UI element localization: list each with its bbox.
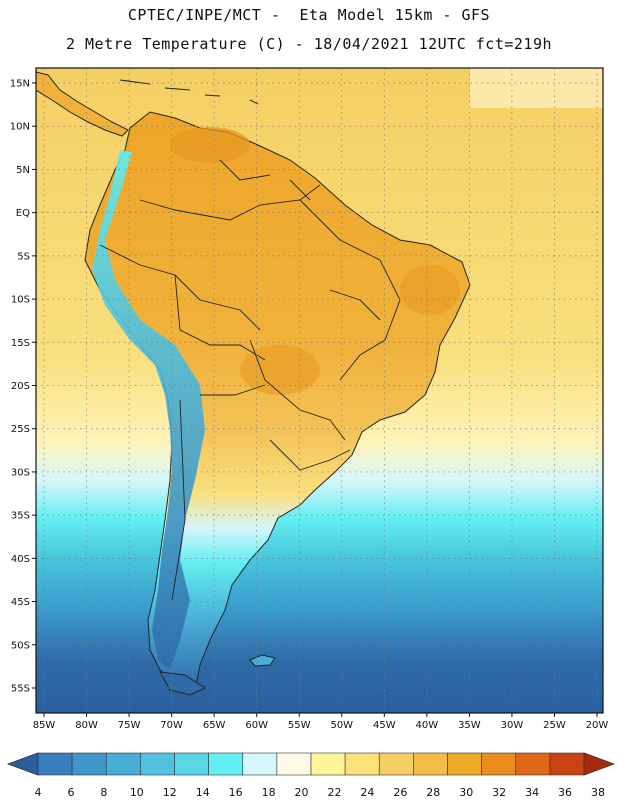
colorbar-box [242, 752, 278, 776]
lat-label: 55S [11, 684, 30, 695]
lat-label: EQ [16, 208, 30, 219]
colorbar-label: 22 [327, 786, 341, 799]
country-borders [99, 159, 401, 601]
colorbar-label: 24 [360, 786, 374, 799]
lon-label: 50W [330, 720, 353, 731]
lat-label: 15N [10, 79, 30, 90]
colorbar-label: 14 [196, 786, 210, 799]
colorbar-box [37, 752, 73, 776]
map-area [36, 68, 603, 713]
colorbar-arrow-low [6, 752, 39, 776]
lat-label: 5S [17, 251, 30, 262]
colorbar-label: 36 [558, 786, 572, 799]
colorbar-box [140, 752, 175, 776]
lon-label: 85W [33, 720, 56, 731]
map-subtitle: 2 Metre Temperature (C) - 18/04/2021 12U… [65, 35, 553, 53]
lon-label: 70W [160, 720, 183, 731]
colorbar-label: 26 [393, 786, 407, 799]
lat-label: 45S [11, 597, 30, 608]
lon-label: 30W [501, 720, 524, 731]
venezuela-hot-spot [170, 127, 250, 163]
colorbar-box [413, 752, 448, 776]
central-america-landmass [36, 71, 129, 137]
lon-label: 65W [203, 720, 226, 731]
colorbar-box [378, 752, 414, 776]
lon-label: 20W [586, 720, 609, 731]
lat-label: 20S [11, 381, 30, 392]
colorbar-box [447, 752, 482, 776]
colorbar-box [208, 752, 244, 776]
lon-label: 35W [458, 720, 481, 731]
colorbar: 4 6 8 10 12 14 16 18 20 22 24 26 28 30 32 34 36 38 [6, 752, 616, 799]
colorbar-label: 34 [525, 786, 539, 799]
colorbar-label: 8 [100, 786, 107, 799]
colorbar-arrow-high [583, 752, 616, 776]
lat-label: 10N [10, 122, 30, 133]
lat-label: 10S [11, 295, 30, 306]
falklands [249, 654, 276, 667]
caribbean-islands [119, 79, 259, 105]
colorbar-box [310, 752, 346, 776]
colorbar-label: 6 [67, 786, 74, 799]
lat-label: 15S [11, 338, 30, 349]
colorbar-label: 4 [35, 786, 42, 799]
lon-label: 55W [288, 720, 311, 731]
lon-label: 75W [118, 720, 141, 731]
northeast-brazil-hot-spot [400, 265, 460, 315]
colorbar-box [481, 752, 517, 776]
lat-label: 40S [11, 554, 30, 565]
longitude-labels: 85W 80W 75W 70W 65W 60W 55W 50W 45W 40W 35W 30W 25W 2… [33, 713, 609, 731]
colorbar-label: 10 [130, 786, 144, 799]
lat-label: 50S [11, 640, 30, 651]
map-frame [35, 67, 604, 714]
gridlines [36, 68, 603, 713]
tierra-del-fuego [159, 671, 207, 696]
andes-cold-strip [92, 150, 205, 670]
colorbar-label: 38 [591, 786, 605, 799]
colorbar-label: 18 [262, 786, 276, 799]
latitude-labels: 15N 10N 5N EQ 5S 10S 15S 20S 25S 30S 35S 40S 45S 50S 5… [10, 79, 36, 695]
colorbar-label: 20 [295, 786, 309, 799]
colorbar-label: 16 [229, 786, 243, 799]
colorbar-label: 12 [163, 786, 177, 799]
lat-label: 35S [11, 511, 30, 522]
colorbar-box [105, 752, 141, 776]
lon-label: 45W [373, 720, 396, 731]
map-title: CPTEC/INPE/MCT - Eta Model 15km - GFS [127, 6, 491, 24]
colorbar-label: 28 [426, 786, 440, 799]
lat-label: 5N [16, 165, 30, 176]
lon-label: 60W [245, 720, 268, 731]
colorbar-box [174, 752, 209, 776]
ne-atlantic-cooler-patch [470, 68, 603, 108]
colorbar-label: 32 [492, 786, 506, 799]
lat-label: 30S [11, 467, 30, 478]
colorbar-box [515, 752, 551, 776]
colorbar-box [276, 752, 312, 776]
lon-label: 40W [416, 720, 439, 731]
lon-label: 25W [543, 720, 566, 731]
colorbar-box [344, 752, 380, 776]
lat-label: 25S [11, 424, 30, 435]
colorbar-box [71, 752, 107, 776]
colorbar-label: 30 [459, 786, 473, 799]
colorbar-box [549, 752, 585, 776]
lon-label: 80W [75, 720, 98, 731]
